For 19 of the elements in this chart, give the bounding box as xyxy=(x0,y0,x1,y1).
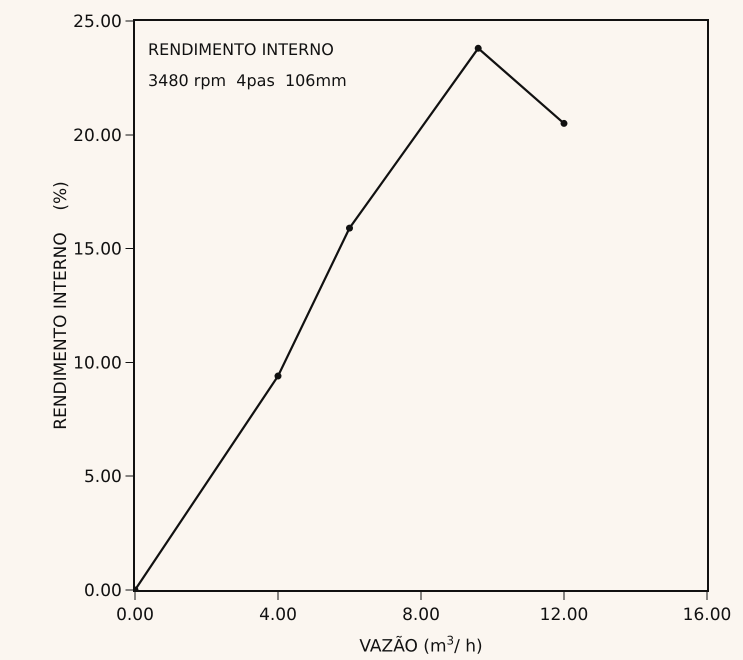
x-tick-label: 4.00 xyxy=(259,605,297,626)
y-axis-title: RENDIMENTO INTERNO (%) xyxy=(51,181,72,430)
annotation: RENDIMENTO INTERNO xyxy=(148,40,334,59)
point xyxy=(560,120,568,127)
y-tick-label: 15.00 xyxy=(73,240,122,260)
x-tick-label: 8.00 xyxy=(402,605,440,626)
y-tick-label: 20.00 xyxy=(73,126,122,146)
y-tick-label: 5.00 xyxy=(84,467,122,488)
y-tick-label: 25.00 xyxy=(73,12,122,32)
point xyxy=(474,44,482,52)
y-tick-label: 0.00 xyxy=(84,580,122,601)
annotation: 3480 rpm 4pas 106mm xyxy=(148,71,347,90)
x-tick-label: 0.00 xyxy=(116,605,154,626)
x-axis-title: VAZÃO (m$^{3}$/ h) xyxy=(359,633,483,656)
y-tick-label: 10.00 xyxy=(73,353,122,374)
point xyxy=(346,224,353,232)
x-tick-label: 12.00 xyxy=(540,605,588,626)
point xyxy=(274,372,282,380)
x-tick-label: 16.00 xyxy=(682,605,732,626)
